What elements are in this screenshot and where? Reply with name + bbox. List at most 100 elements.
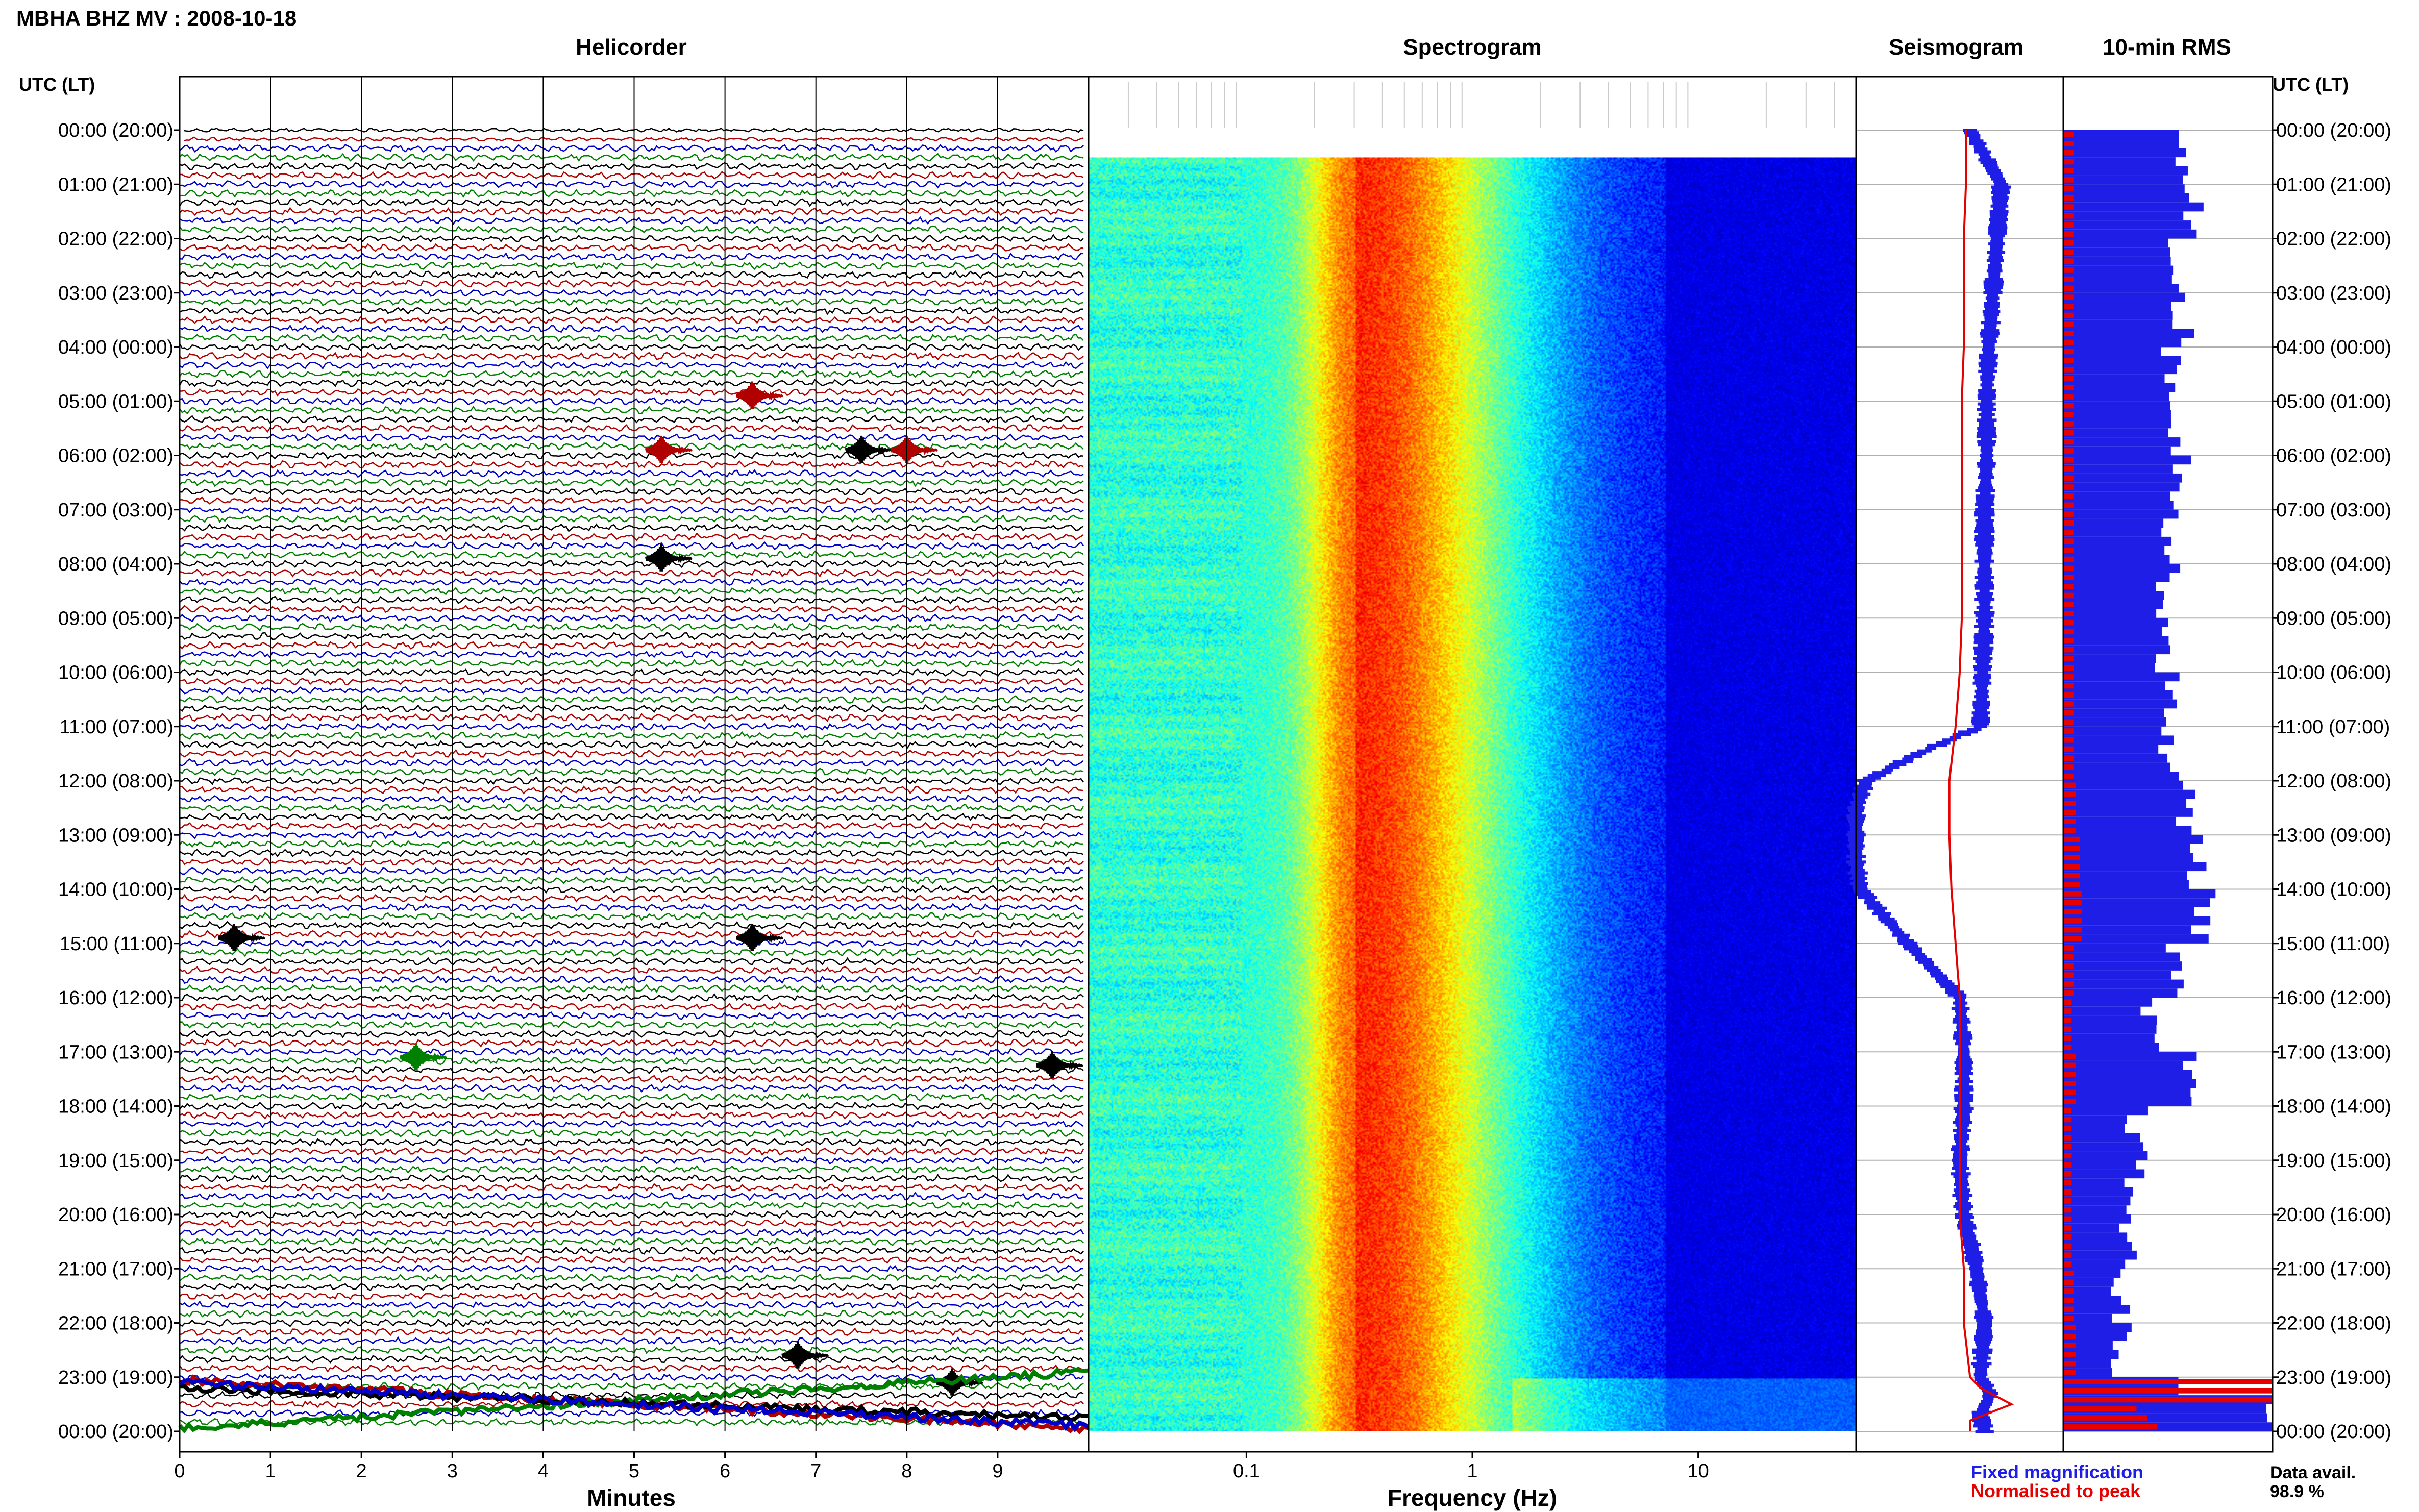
rms-bar-normalised <box>2063 1153 2072 1159</box>
rms-bar-normalised <box>2063 1360 2076 1367</box>
rms-bar-normalised <box>2063 873 2080 879</box>
rms-bar-normalised <box>2063 312 2074 318</box>
rms-bar-fixed <box>2063 501 2174 510</box>
rms-bar-normalised <box>2063 981 2074 987</box>
rms-bar-fixed <box>2063 1060 2183 1070</box>
page-title: MBHA BHZ MV : 2008-10-18 <box>16 6 297 30</box>
rms-bar-fixed <box>2063 536 2172 546</box>
helicorder-trace <box>179 162 1084 171</box>
helicorder-trace <box>179 957 1084 966</box>
rms-bar-normalised <box>2063 629 2074 635</box>
rms-bar-fixed <box>2063 636 2169 646</box>
helicorder-trace <box>179 984 1084 993</box>
rms-bar-normalised <box>2063 1207 2072 1213</box>
rms-bar-fixed <box>2063 799 2187 808</box>
time-label-right: 18:00 (14:00) <box>2276 1096 2391 1118</box>
minute-tick-label: 1 <box>265 1460 276 1482</box>
helicorder-trace <box>179 541 1084 551</box>
helicorder-trace <box>179 975 1084 984</box>
rms-bar-normalised <box>2063 484 2074 490</box>
rms-bar-normalised <box>2063 285 2074 291</box>
rms-bar-fixed <box>2063 392 2169 402</box>
rms-bar-normalised <box>2063 990 2074 996</box>
rms-bar-fixed <box>2063 265 2174 275</box>
helicorder-event <box>1035 1051 1083 1079</box>
time-label-left: 08:00 (04:00) <box>58 554 174 575</box>
rms-bar-normalised <box>2063 836 2080 842</box>
helicorder-trace <box>179 379 1084 388</box>
helicorder-trace <box>179 396 1084 406</box>
helicorder-title: Helicorder <box>576 35 687 60</box>
frequency-axis-label: Frequency (Hz) <box>1388 1484 1557 1511</box>
helicorder-trace <box>179 623 1084 632</box>
helicorder-trace <box>179 324 1084 333</box>
time-label-left: 16:00 (12:00) <box>58 987 174 1009</box>
minute-tick-label: 5 <box>629 1460 639 1482</box>
rms-bar-fixed <box>2063 1097 2192 1106</box>
time-label-right: 20:00 (16:00) <box>2276 1204 2391 1226</box>
spectrogram-panel <box>1089 82 1856 1431</box>
rms-bar-normalised <box>2063 863 2080 870</box>
helicorder-trace <box>179 505 1084 514</box>
rms-bar-fixed <box>2063 627 2162 636</box>
rms-bar-fixed <box>2063 455 2191 465</box>
helicorder-trace <box>179 1219 1084 1228</box>
rms-bar-fixed <box>2063 1142 2143 1152</box>
time-label-left: 10:00 (06:00) <box>58 662 174 684</box>
rms-bar-normalised <box>2063 177 2074 183</box>
helicorder-trace <box>179 1408 1084 1418</box>
rms-bar-normalised <box>2063 1288 2074 1294</box>
rms-bar-normalised <box>2063 1316 2074 1321</box>
rms-bar-fixed <box>2063 166 2188 176</box>
helicorder-trace <box>179 713 1084 722</box>
rms-bar-fixed <box>2063 528 2162 537</box>
helicorder-trace <box>179 1083 1084 1093</box>
helicorder-trace <box>179 361 1084 370</box>
time-label-left: 14:00 (10:00) <box>58 879 174 901</box>
rms-bar-normalised <box>2063 1279 2074 1285</box>
helicorder-trace <box>179 578 1084 587</box>
rms-bar-normalised <box>2063 565 2074 572</box>
rms-bar-fixed <box>2063 1196 2131 1206</box>
helicorder-trace <box>179 1201 1084 1210</box>
rms-bar-normalised <box>2063 1397 2273 1403</box>
rms-bar-fixed <box>2063 618 2168 627</box>
helicorder-trace <box>179 1011 1084 1020</box>
helicorder-trace <box>179 1327 1084 1336</box>
rms-bar-fixed <box>2063 871 2187 880</box>
rms-bar-fixed <box>2063 1259 2126 1269</box>
helicorder-trace <box>179 830 1084 839</box>
panel-frame <box>2062 76 2274 1453</box>
helicorder-trace <box>179 1110 1084 1120</box>
legend-fixed-magnification: Fixed magnification <box>1971 1461 2143 1482</box>
time-label-left: 22:00 (18:00) <box>58 1313 174 1334</box>
rms-bar-normalised <box>2063 132 2074 138</box>
rms-bar-normalised <box>2063 1343 2076 1349</box>
rms-bar-normalised <box>2063 1261 2072 1267</box>
time-label-left: 04:00 (00:00) <box>58 337 174 358</box>
helicorder-trace <box>179 460 1084 469</box>
helicorder-trace <box>179 369 1083 379</box>
rms-bar-fixed <box>2063 446 2171 456</box>
helicorder-trace <box>179 1101 1084 1111</box>
helicorder-trace <box>179 1318 1084 1328</box>
rms-bar-normalised <box>2063 945 2074 951</box>
rms-bar-fixed <box>2063 202 2204 212</box>
rms-bar-fixed <box>2063 419 2171 429</box>
rms-bar-fixed <box>2063 1223 2119 1233</box>
rms-bar-fixed <box>2063 826 2192 835</box>
rms-bar-fixed <box>2063 726 2162 736</box>
time-label-right: 13:00 (09:00) <box>2276 825 2391 846</box>
time-label-right: 12:00 (08:00) <box>2276 771 2391 792</box>
rms-bar-fixed <box>2063 1332 2127 1341</box>
rms-bar-fixed <box>2063 1269 2121 1278</box>
rms-bar-normalised <box>2063 159 2074 165</box>
rms-bar-fixed <box>2063 347 2161 356</box>
time-label-right: 19:00 (15:00) <box>2276 1150 2391 1172</box>
helicorder-trace <box>179 333 1084 342</box>
rms-bar-normalised <box>2063 1180 2072 1186</box>
rms-bar-normalised <box>2063 1388 2273 1394</box>
time-label-left: 00:00 (20:00) <box>58 120 174 141</box>
rms-bar-normalised <box>2063 339 2074 345</box>
helicorder-trace <box>179 1182 1084 1193</box>
